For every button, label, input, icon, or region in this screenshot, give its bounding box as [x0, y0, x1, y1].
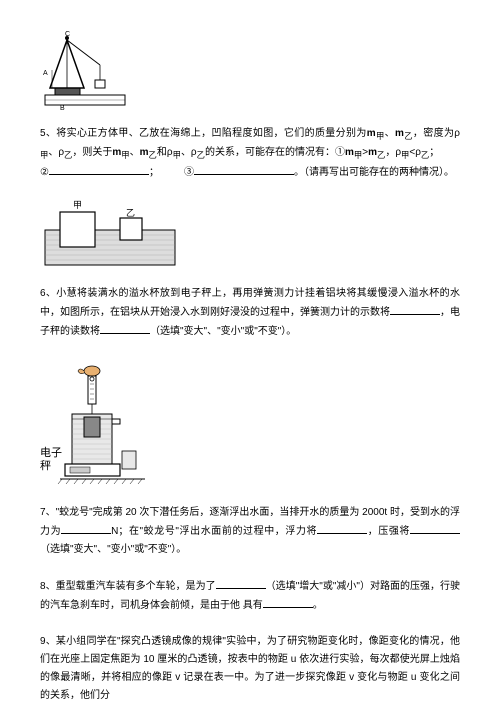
question-7: 7、"蛟龙号"完成第 20 次下潜任务后，逐渐浮出水面，当排开水的质量为 200…	[40, 504, 460, 559]
blank-5-3	[194, 163, 294, 175]
figure-cubes-sponge: 甲 乙	[40, 200, 460, 270]
blank-5-2	[49, 163, 149, 175]
blank-7-1	[61, 522, 111, 534]
question-8: 8、重型载重汽车装有多个车轮，是为了（选填"增大"或"减小"）对路面的压强，行驶…	[40, 577, 460, 615]
blank-8-1	[216, 577, 266, 589]
svg-text:B: B	[60, 105, 65, 110]
blank-7-2	[317, 522, 367, 534]
blank-6-1	[390, 303, 440, 315]
q9-number: 9、	[40, 636, 56, 647]
q7-number: 7、	[40, 507, 56, 518]
svg-text:C: C	[65, 31, 70, 38]
svg-text:A: A	[43, 70, 48, 77]
blank-6-2	[100, 322, 150, 334]
blank-7-3	[410, 522, 460, 534]
question-5: 5、将实心正方体甲、乙放在海绵上，凹陷程度如图，它们的质量分别为m甲、m乙，密度…	[40, 125, 460, 182]
blank-8-2	[263, 596, 313, 608]
figure-crane: A C B	[40, 30, 460, 110]
label-scale: 电子秤	[40, 447, 62, 473]
q6-number: 6、	[40, 288, 56, 299]
q8-number: 8、	[40, 581, 56, 592]
question-9: 9、某小组同学在"探究凸透镜成像的规律"实验中，为了研究物距变化时，像距变化的情…	[40, 633, 460, 705]
q5-number: 5、	[40, 128, 56, 139]
figure-electronic-scale: 电子秤	[40, 359, 460, 489]
question-6: 6、小慧将装满水的溢水杯放到电子秤上，再用弹簧测力计挂着铝块将其缓慢浸入溢水杯的…	[40, 285, 460, 341]
label-jia: 甲	[73, 197, 82, 213]
label-yi: 乙	[126, 205, 135, 221]
